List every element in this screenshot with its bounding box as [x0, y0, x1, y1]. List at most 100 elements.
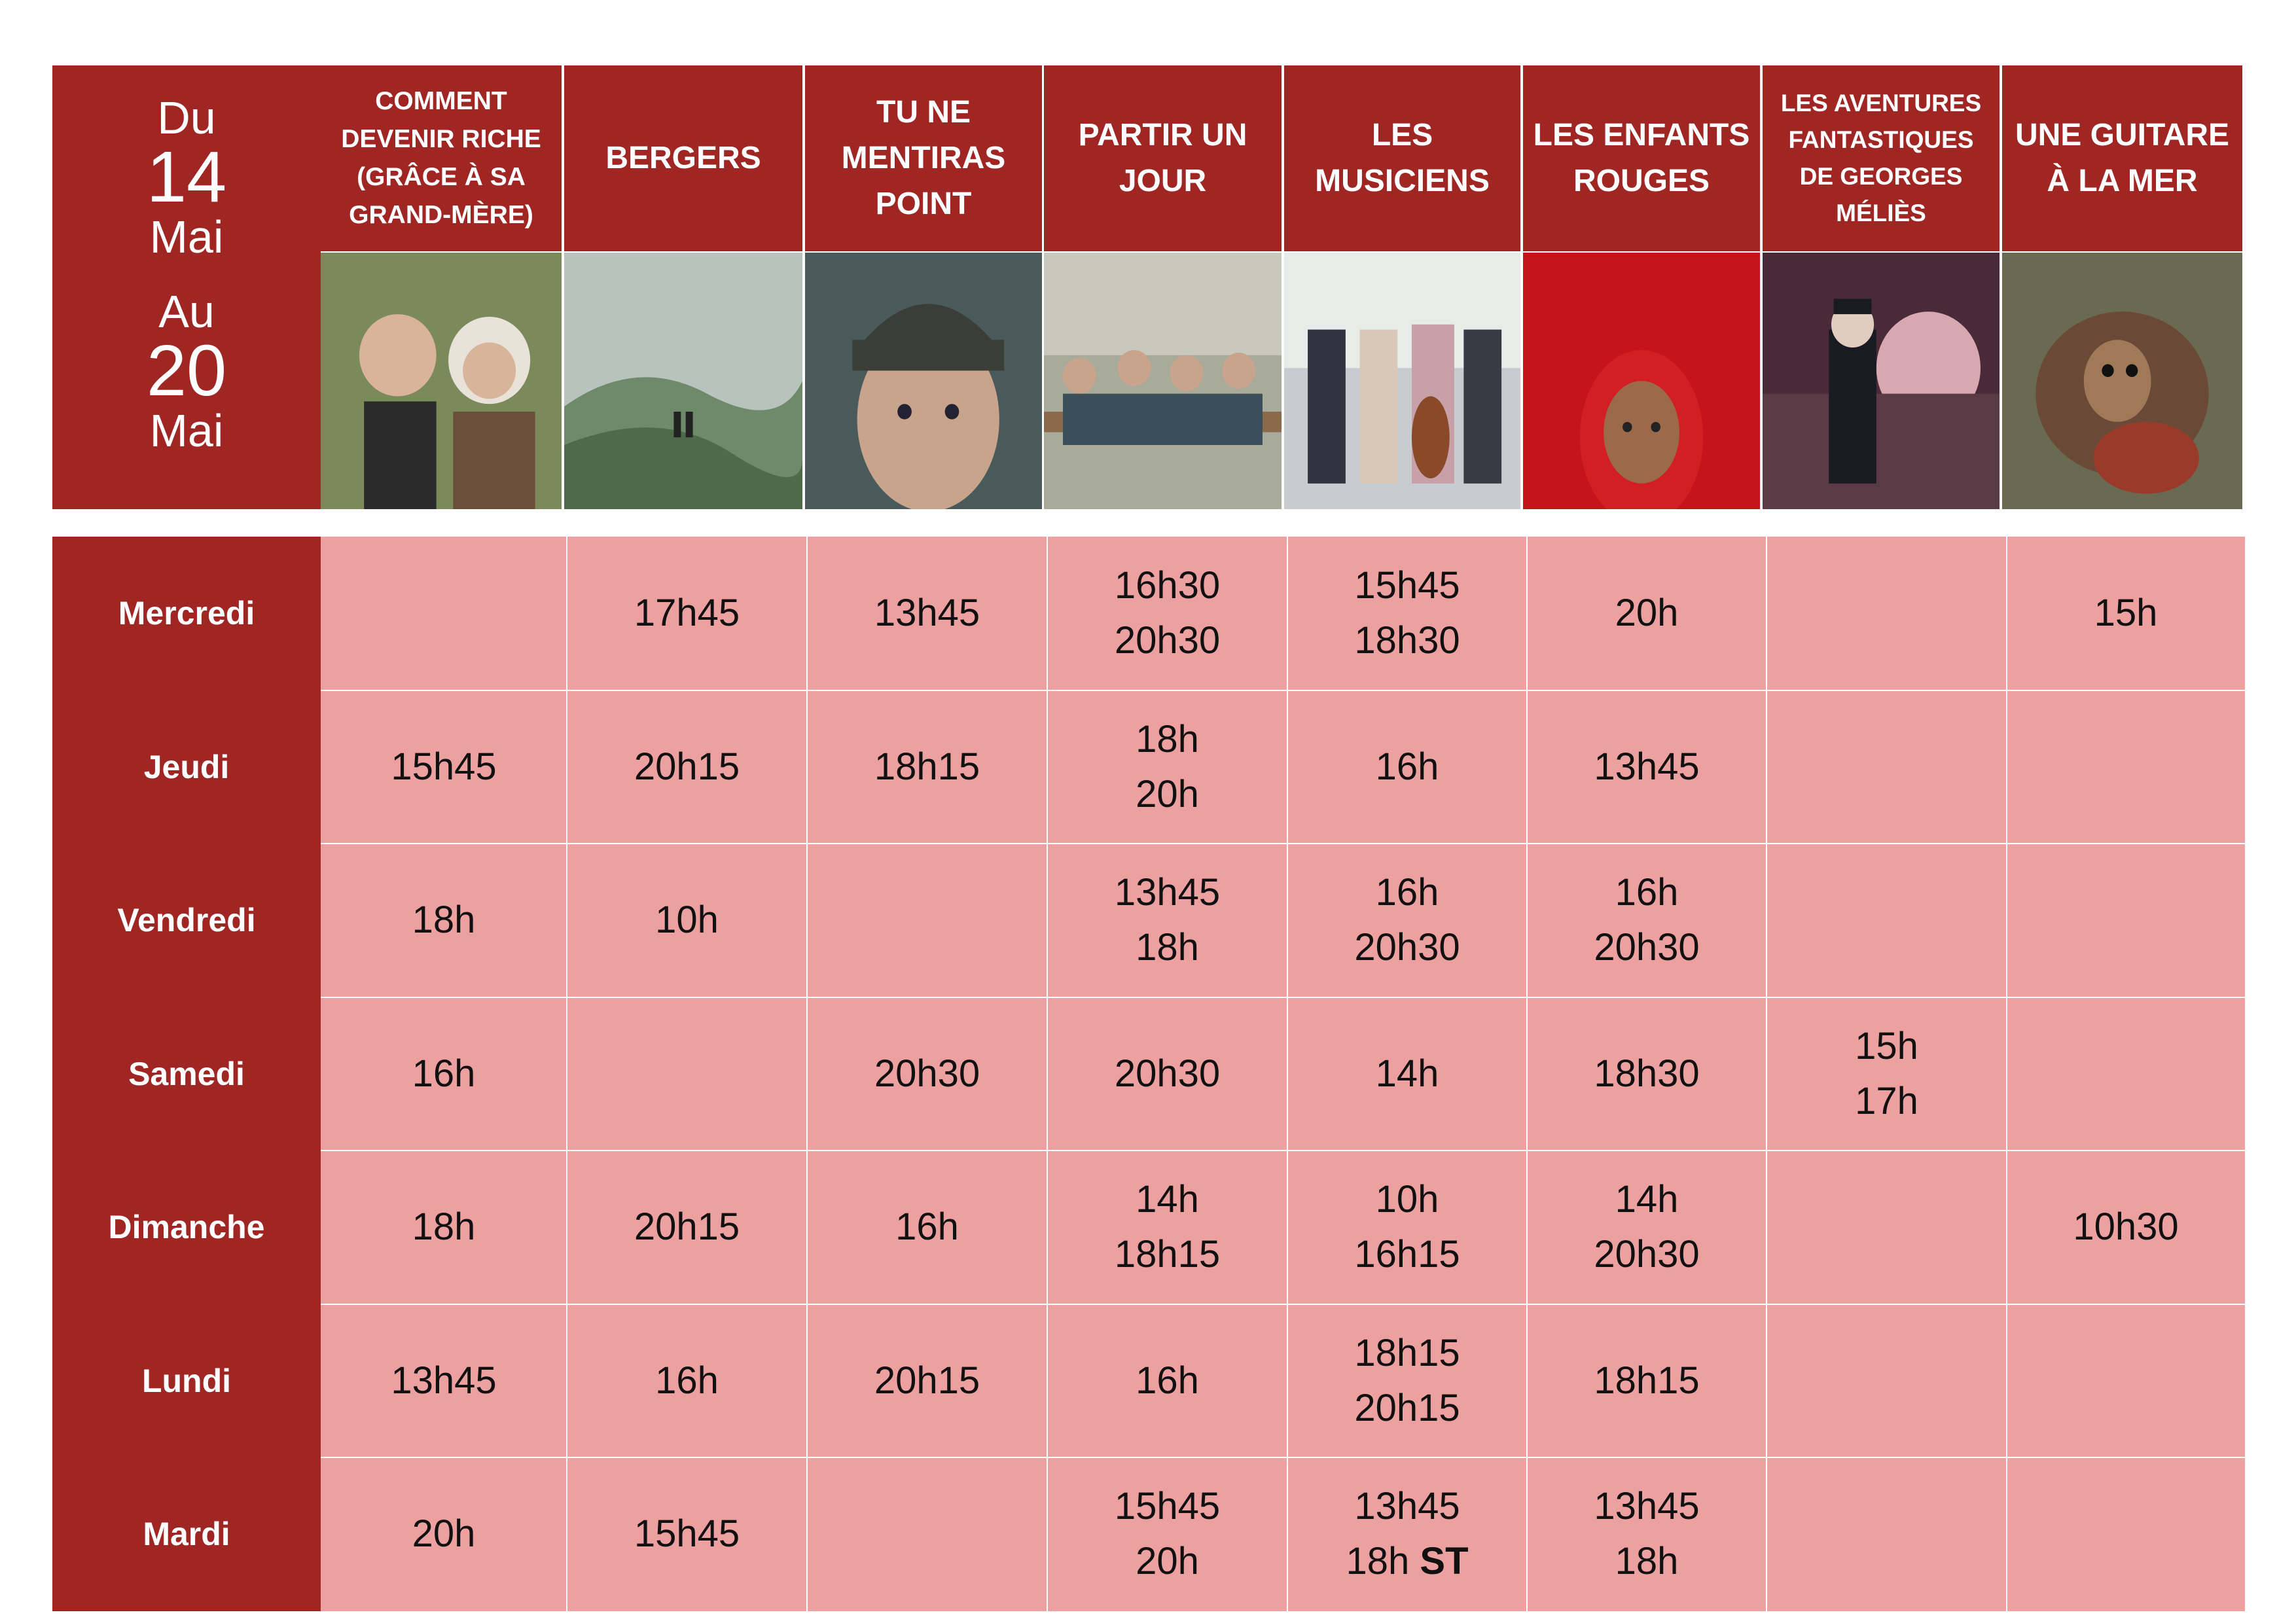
- column-divider: [1047, 537, 1048, 1611]
- showtime: 13h45: [874, 592, 980, 635]
- film-title: BERGERS: [564, 65, 802, 251]
- showtime: 14h: [1375, 1052, 1439, 1095]
- showtime: 16h: [1375, 745, 1439, 788]
- film-poster-image: [1044, 253, 1282, 509]
- showtime-cell: 17h45: [567, 537, 807, 690]
- showtime: 20h: [412, 1512, 476, 1556]
- showtime-cell: 16h 20h30: [1287, 844, 1527, 997]
- showtime: 18h: [412, 899, 476, 942]
- showtime-cell: 16h: [1047, 1304, 1287, 1458]
- showtime: 20h: [1615, 592, 1679, 635]
- showtime-cell: 10h 16h15: [1287, 1150, 1527, 1304]
- showtime-cell: 20h15: [567, 690, 807, 844]
- showtime-cell: [1767, 1457, 2007, 1611]
- showtime-cell: 20h30: [1047, 997, 1287, 1151]
- showtime: 20h15: [1354, 1386, 1460, 1429]
- showtime-cell: 20h15: [567, 1150, 807, 1304]
- showtime-cell: 14h 20h30: [1527, 1150, 1767, 1304]
- showtime: 16h: [895, 1205, 959, 1249]
- showtime-cell: 18h15 20h15: [1287, 1304, 1527, 1458]
- showtime: 14h: [1615, 1178, 1679, 1221]
- showtime: 13h45: [1594, 1485, 1700, 1528]
- showtime: 20h30: [1594, 926, 1700, 969]
- showtime: 15h: [1855, 1024, 1918, 1067]
- day-label: Mercredi: [52, 537, 321, 690]
- column-divider: [806, 537, 808, 1611]
- showtime-cell: 15h45: [567, 1457, 807, 1611]
- film-title: UNE GUITARE À LA MER: [2002, 65, 2242, 251]
- showtime-cell: 10h30: [2007, 1150, 2245, 1304]
- showtime: 13h45: [1594, 745, 1700, 788]
- showtime-cell: [807, 844, 1047, 997]
- date-to-day: 20: [146, 330, 227, 411]
- showtime-cell: 16h 20h30: [1527, 844, 1767, 997]
- showtime-cell: 20h: [1527, 537, 1767, 690]
- showtime-cell: [2007, 1304, 2245, 1458]
- film-title: PARTIR UN JOUR: [1044, 65, 1282, 251]
- film-poster-image: [2002, 253, 2242, 509]
- showtime-cell: [1767, 690, 2007, 844]
- showtime: 20h30: [1114, 1052, 1221, 1095]
- date-from-label: Du: [157, 92, 216, 143]
- showtime-cell: 15h45 18h30: [1287, 537, 1527, 690]
- date-range-block: Du 14 Mai Au 20 Mai: [52, 65, 321, 509]
- showtime: 18h15: [1114, 1233, 1221, 1276]
- showtime-cell: 13h45 18h: [1047, 844, 1287, 997]
- day-label: Lundi: [52, 1304, 321, 1457]
- showtime-cell: 18h15: [807, 690, 1047, 844]
- schedule-background: [321, 537, 2245, 1611]
- showtime-cell: [2007, 690, 2245, 844]
- row-divider: [321, 843, 2245, 844]
- showtime: 16h15: [1354, 1233, 1460, 1276]
- showtime-cell: 16h: [321, 997, 567, 1151]
- showtime: 20h30: [874, 1052, 980, 1095]
- showtime-cell: 18h 20h: [1047, 690, 1287, 844]
- showtime-cell: 14h: [1287, 997, 1527, 1151]
- showtime: 15h45: [1114, 1485, 1221, 1528]
- column-divider: [566, 537, 567, 1611]
- day-label: Samedi: [52, 997, 321, 1150]
- film-poster-image: [1284, 253, 1520, 509]
- showtime-cell: 16h: [567, 1304, 807, 1458]
- showtime-cell: 15h45: [321, 690, 567, 844]
- showtime-cell: 13h45: [1527, 690, 1767, 844]
- showtime: 10h30: [2073, 1205, 2179, 1249]
- row-divider: [321, 689, 2245, 691]
- showtime: 16h: [412, 1052, 476, 1095]
- showtime-cell: [567, 997, 807, 1151]
- film-poster-image: [564, 253, 802, 509]
- day-label: Dimanche: [52, 1150, 321, 1304]
- showtime-cell: 10h: [567, 844, 807, 997]
- showtime-cell: 18h30: [1527, 997, 1767, 1151]
- subtitle-badge: ST: [1420, 1540, 1469, 1583]
- film-poster-image: [321, 253, 562, 509]
- showtime: 10h: [1375, 1178, 1439, 1221]
- showtime-cell: [1767, 1150, 2007, 1304]
- showtime-cell: 16h: [1287, 690, 1527, 844]
- showtime-cell: 20h: [321, 1457, 567, 1611]
- showtime: 16h: [1375, 871, 1439, 914]
- showtime: 18h: [1136, 926, 1199, 969]
- showtime: 18h: [1136, 717, 1199, 760]
- showtime: 20h30: [1594, 1233, 1700, 1276]
- showtime: 16h30: [1114, 564, 1221, 607]
- column-divider: [1766, 537, 1767, 1611]
- showtime-cell: 15h 17h: [1767, 997, 2007, 1151]
- showtime-cell: [321, 537, 567, 690]
- showtime: 18h15: [874, 745, 980, 788]
- row-divider: [321, 996, 2245, 998]
- row-divider: [321, 1457, 2245, 1458]
- showtime-cell: [2007, 997, 2245, 1151]
- showtime: 20h15: [874, 1359, 980, 1402]
- showtime-cell: 15h: [2007, 537, 2245, 690]
- showtime: 17h: [1855, 1079, 1918, 1122]
- date-from-day: 14: [146, 137, 227, 217]
- film-title: TU NE MENTIRAS POINT: [805, 65, 1042, 251]
- showtime: 20h15: [634, 1205, 740, 1249]
- day-label: Vendredi: [52, 844, 321, 997]
- showtime-cell: 18h: [321, 1150, 567, 1304]
- film-title: LES MUSICIENS: [1284, 65, 1520, 251]
- day-label: Mardi: [52, 1457, 321, 1611]
- showtime-cell: [1767, 844, 2007, 997]
- showtime-cell: 20h30: [807, 997, 1047, 1151]
